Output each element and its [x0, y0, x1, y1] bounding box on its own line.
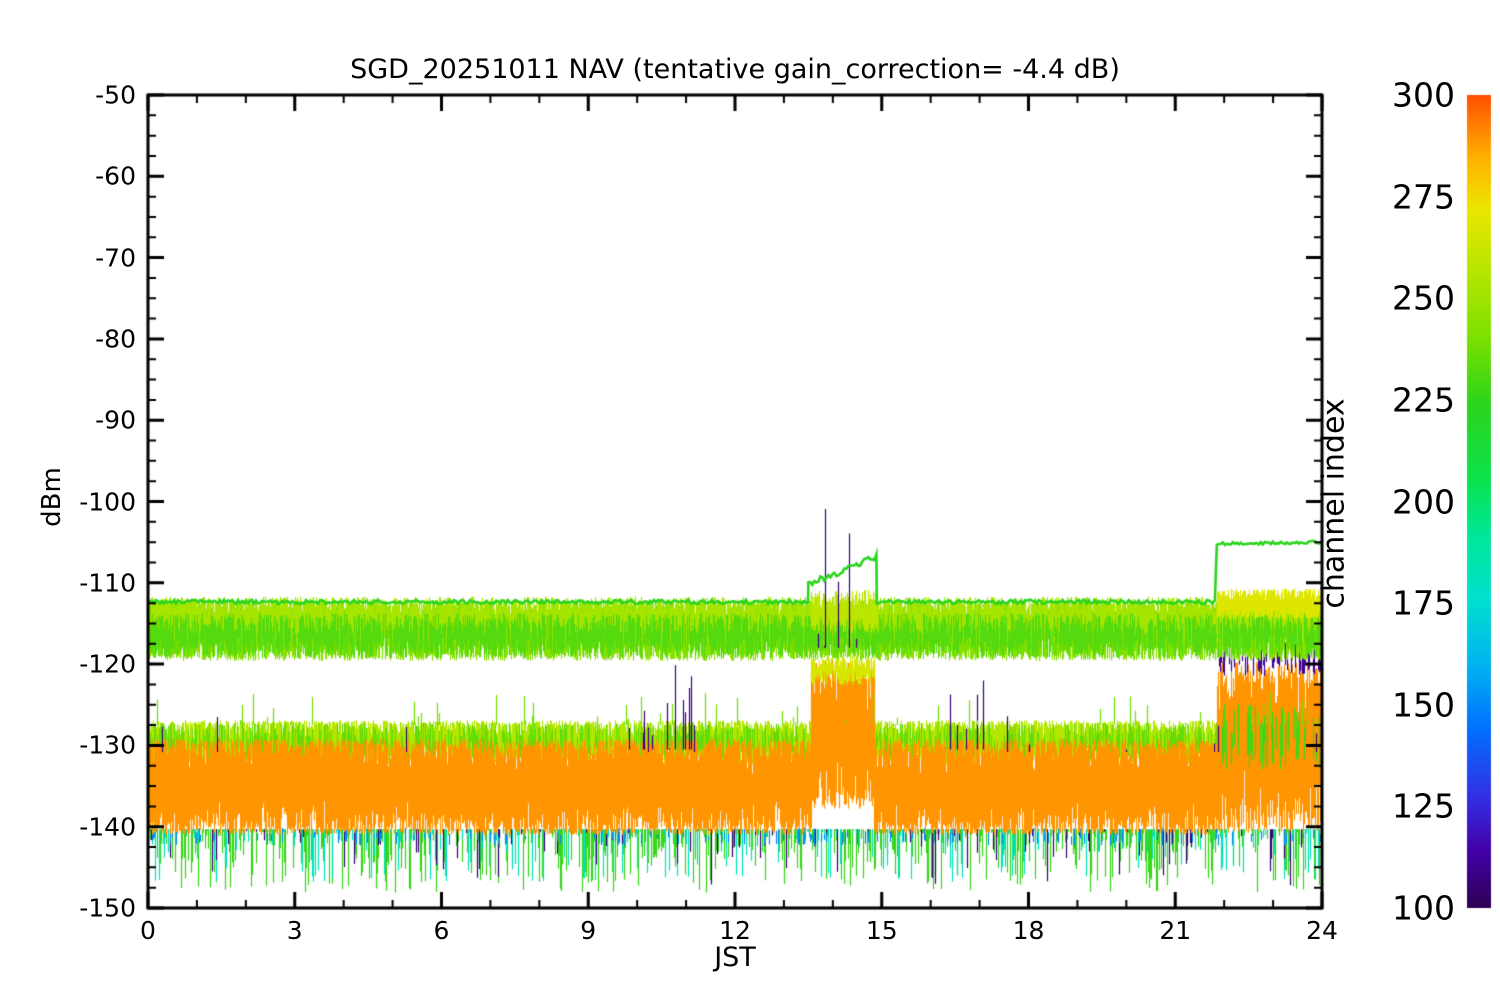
- y-tick-label: -110: [79, 568, 136, 598]
- y-tick-label: -150: [79, 893, 136, 923]
- colorbar-tick-label: 175: [1392, 583, 1455, 623]
- x-tick-label: 0: [140, 916, 156, 945]
- x-tick-label: 12: [719, 916, 751, 945]
- x-tick-label: 9: [580, 916, 597, 945]
- y-axis-title: dBm: [37, 467, 67, 527]
- colorbar-tick-label: 100: [1392, 888, 1455, 928]
- x-tick-label: 3: [286, 916, 303, 945]
- y-tick-label: -140: [79, 812, 136, 842]
- colorbar-tick-label: 275: [1392, 177, 1455, 217]
- y-tick-label: -70: [95, 243, 136, 273]
- colorbar-tick-label: 200: [1392, 482, 1455, 521]
- colorbar-tick-label: 225: [1392, 380, 1455, 420]
- x-tick-label: 24: [1306, 916, 1338, 945]
- y-tick-label: -100: [79, 487, 136, 516]
- y-tick-label: -60: [95, 161, 136, 191]
- x-tick-label: 15: [865, 916, 898, 945]
- y-tick-label: -90: [95, 405, 136, 435]
- y-tick-label: -120: [79, 649, 136, 679]
- x-tick-label: 6: [433, 916, 450, 945]
- colorbar-title: channel index: [1316, 398, 1352, 609]
- y-tick-label: -130: [79, 730, 136, 760]
- x-tick-label: 18: [1012, 916, 1045, 945]
- y-tick-label: -80: [95, 324, 136, 354]
- x-tick-label: 21: [1159, 916, 1192, 945]
- colorbar-tick-label: 150: [1392, 685, 1455, 725]
- chart-title: SGD_20251011 NAV (tentative gain_correct…: [350, 54, 1120, 85]
- x-axis-title: JST: [714, 942, 756, 973]
- y-tick-label: -50: [95, 80, 136, 110]
- colorbar-tick-label: 300: [1392, 75, 1455, 115]
- colorbar-tick-label: 250: [1392, 278, 1455, 318]
- colorbar-tick-label: 125: [1392, 786, 1455, 826]
